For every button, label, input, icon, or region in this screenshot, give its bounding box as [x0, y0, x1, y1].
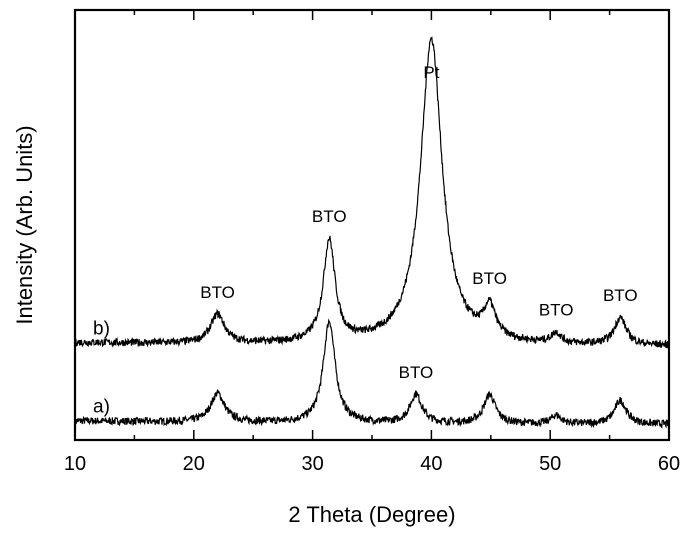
x-tick-label: 10: [64, 453, 86, 475]
trace-label: a): [93, 397, 110, 418]
peak-label: BTO: [539, 301, 574, 320]
peak-label: BTO: [472, 269, 507, 288]
peak-label: Pt: [423, 63, 439, 82]
peak-label: BTO: [399, 363, 434, 382]
x-tick-label: 50: [539, 453, 561, 475]
plot-area: 10 20 30 40 50 60 BTO BTO Pt BTO BTO BTO BTO a) b): [64, 8, 680, 475]
peak-label: BTO: [200, 283, 235, 302]
trace-label: b): [93, 318, 110, 339]
y-axis-title: Intensity (Arb. Units): [12, 125, 37, 324]
series-line-b: [75, 36, 669, 349]
x-tick-label: 60: [658, 453, 680, 475]
peak-label: BTO: [603, 286, 638, 305]
x-axis-title: 2 Theta (Degree): [288, 502, 455, 527]
x-tick-label: 20: [183, 453, 205, 475]
x-tick-label: 30: [301, 453, 323, 475]
peak-label: BTO: [312, 207, 347, 226]
x-tick-label: 40: [420, 453, 442, 475]
series-line-a: [75, 318, 669, 429]
plot-frame: [73, 8, 671, 442]
